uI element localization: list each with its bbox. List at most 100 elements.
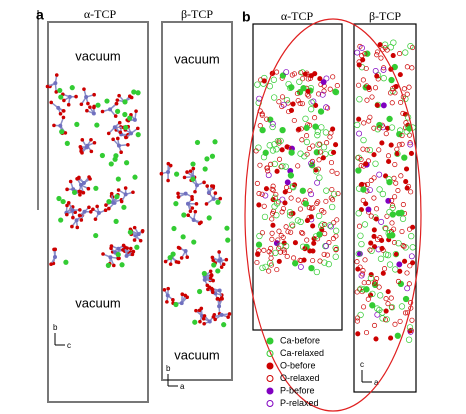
atom — [286, 145, 292, 151]
atom — [409, 317, 415, 323]
oxygen — [130, 252, 135, 257]
cell-box — [161, 21, 233, 381]
calcium — [190, 176, 196, 182]
phosphorus — [112, 125, 117, 130]
atom — [356, 116, 362, 122]
phosphorus — [211, 196, 216, 201]
atom — [288, 211, 295, 217]
atoms — [45, 39, 416, 343]
atom — [274, 137, 282, 145]
atom — [258, 77, 264, 83]
oxygen — [204, 202, 209, 206]
phosphorus — [183, 191, 188, 196]
oxygen — [194, 202, 199, 206]
atom — [406, 281, 412, 287]
atom — [273, 240, 280, 247]
phosphorus — [116, 143, 121, 148]
atom — [374, 52, 380, 58]
calcium — [104, 98, 110, 104]
atom — [266, 249, 272, 255]
oxygen — [65, 203, 69, 208]
atom — [269, 147, 277, 154]
atom — [408, 253, 415, 260]
oxygen — [61, 109, 66, 113]
oxygen — [202, 180, 206, 185]
legend-marker — [266, 375, 274, 382]
atom — [268, 245, 274, 251]
atom — [288, 229, 294, 235]
calcium — [93, 185, 99, 191]
oxygen — [201, 316, 206, 321]
atom — [261, 78, 267, 84]
calcium — [221, 322, 227, 328]
calcium — [99, 152, 105, 159]
atom — [318, 124, 325, 131]
atom — [310, 143, 316, 149]
oxygen — [66, 201, 71, 205]
atom — [398, 173, 404, 179]
calcium — [132, 174, 138, 180]
atom — [286, 187, 293, 193]
atom — [297, 206, 303, 212]
atom — [330, 191, 338, 198]
atom — [367, 275, 375, 282]
atom — [288, 107, 295, 114]
atom — [323, 75, 330, 82]
atom — [260, 154, 268, 161]
atom — [366, 146, 374, 154]
oxygen — [188, 209, 193, 214]
atom — [358, 182, 364, 188]
atom — [399, 132, 405, 139]
atom — [387, 90, 394, 96]
atom — [284, 179, 291, 186]
phosphorus — [217, 258, 222, 263]
atom — [313, 268, 321, 276]
atom — [392, 266, 399, 273]
vacuum-label: vacuum — [174, 347, 220, 362]
oxygen — [68, 179, 73, 184]
atom — [313, 168, 320, 175]
oxygen — [224, 257, 229, 262]
atom — [371, 233, 377, 239]
atom — [316, 231, 323, 238]
oxygen — [111, 137, 115, 142]
oxygen — [80, 138, 85, 142]
atom — [380, 66, 387, 73]
calcium — [122, 99, 128, 105]
atom — [282, 189, 288, 195]
atom — [274, 267, 280, 273]
atom — [331, 149, 337, 155]
calcium — [113, 153, 119, 159]
atom — [299, 101, 305, 107]
atom — [299, 243, 307, 250]
oxygen — [127, 94, 132, 99]
atom — [269, 216, 275, 222]
oxygen — [123, 245, 127, 250]
atom — [322, 231, 328, 237]
atom — [310, 248, 316, 254]
oxygen — [86, 101, 90, 106]
atom — [291, 71, 297, 77]
atom — [270, 183, 276, 189]
oxygen — [79, 218, 84, 222]
atom — [256, 190, 262, 197]
phosphorus — [124, 253, 129, 258]
oxygen — [186, 213, 191, 218]
atom — [383, 308, 389, 314]
oxygen — [71, 215, 75, 220]
phosphorus — [183, 249, 188, 254]
atom — [407, 43, 414, 50]
oxygen — [92, 140, 97, 145]
axis-label: c — [360, 360, 364, 369]
phosphorus — [194, 183, 199, 188]
atom — [355, 250, 362, 257]
atom — [378, 55, 384, 61]
atom — [397, 72, 403, 78]
vacuum-label: vacuum — [75, 48, 121, 63]
atom — [281, 247, 287, 253]
phosphorus — [217, 288, 222, 293]
atom — [403, 120, 409, 126]
atom — [306, 93, 312, 99]
atom — [356, 82, 362, 88]
oxygen — [113, 114, 118, 118]
